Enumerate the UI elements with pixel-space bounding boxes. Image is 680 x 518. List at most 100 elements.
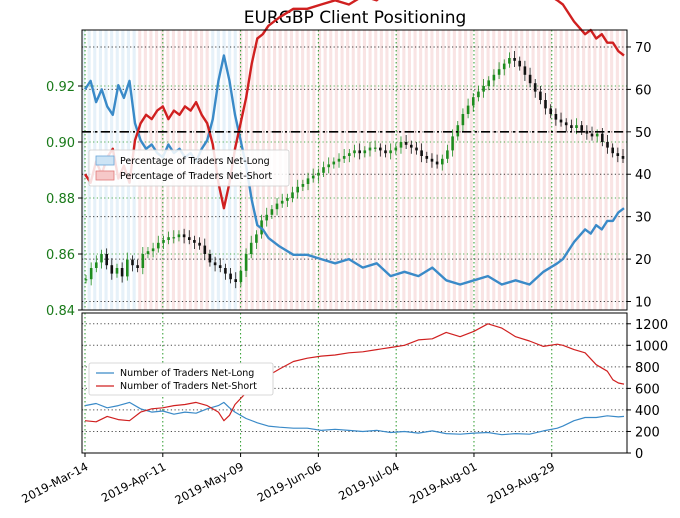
sentiment-band	[447, 30, 451, 310]
candle-body	[533, 83, 537, 92]
percent-tick-label: 20	[635, 253, 652, 268]
candle-body	[229, 273, 232, 280]
candle-body	[95, 262, 98, 268]
sentiment-band	[582, 30, 586, 310]
count-tick-label: 400	[635, 404, 660, 419]
sentiment-band	[615, 30, 619, 310]
legend-label-net-long-count: Number of Traders Net-Long	[120, 368, 254, 379]
sentiment-band	[391, 30, 395, 310]
candle-body	[146, 251, 150, 254]
sentiment-band	[441, 30, 445, 310]
candle-body	[162, 240, 165, 243]
percent-tick-label: 40	[635, 168, 652, 183]
candle-body	[353, 150, 356, 154]
sentiment-band	[374, 30, 378, 310]
candle-body	[234, 279, 237, 282]
candle-body	[570, 125, 573, 128]
price-candles	[84, 51, 625, 289]
sentiment-band	[306, 30, 310, 310]
sentiment-band	[396, 30, 400, 310]
sentiment-band	[329, 30, 333, 310]
sentiment-band	[598, 30, 602, 310]
sentiment-band	[559, 30, 563, 310]
date-axis-ticks: 2019-Mar-14 2019-Apr-11 2019-May-09 2019-Ju…	[19, 453, 557, 507]
candle-body	[497, 69, 501, 75]
candle-body	[280, 200, 284, 204]
sentiment-band	[464, 30, 468, 310]
candle-body	[399, 142, 403, 148]
sentiment-band	[537, 30, 541, 310]
sentiment-band	[475, 30, 479, 310]
candle-body	[368, 147, 372, 151]
legend-label-net-short-count: Number of Traders Net-Short	[120, 381, 257, 392]
price-tick-label: 0.88	[46, 192, 75, 207]
bottom-panel: 0 200 400 600 800 1000 1200 Number of Traders …	[81, 312, 668, 462]
candle-body	[446, 150, 449, 159]
candle-body	[244, 254, 248, 271]
candle-body	[286, 198, 289, 201]
sentiment-band	[621, 30, 625, 310]
candle-body	[461, 114, 465, 126]
count-tick-label: 1000	[635, 339, 668, 354]
sentiment-band	[413, 30, 417, 310]
net-short-percentage-line	[83, 0, 625, 210]
candle-body	[539, 91, 542, 100]
top-legend: Percentage of Traders Net-Long Percentag…	[88, 149, 290, 187]
sentiment-band	[469, 30, 473, 310]
candle-body	[275, 203, 279, 210]
candle-body	[218, 265, 222, 268]
percent-tick-label: 30	[635, 211, 652, 226]
candle-body	[611, 147, 614, 154]
candle-body	[518, 60, 521, 67]
sentiment-band	[334, 30, 338, 310]
date-tick-label: 2019-Apr-11	[99, 459, 168, 505]
sentiment-band	[509, 30, 513, 310]
candle-body	[575, 125, 578, 128]
sentiment-band	[587, 30, 591, 310]
candle-body	[136, 265, 139, 268]
sentiment-band	[548, 30, 552, 310]
legend-label-net-short-pct: Percentage of Traders Net-Short	[120, 171, 272, 182]
sentiment-band	[554, 30, 558, 310]
date-tick-label: 2019-Aug-29	[485, 459, 557, 506]
candle-body	[513, 58, 516, 61]
candle-body	[317, 172, 320, 176]
sentiment-band	[604, 30, 608, 310]
candle-body	[213, 262, 217, 266]
count-axis-ticks: 0 200 400 600 800 1000 1200	[627, 318, 668, 462]
candle-body	[296, 186, 299, 193]
candle-body	[425, 156, 429, 159]
candle-body	[120, 268, 124, 277]
candle-body	[420, 150, 423, 156]
percent-tick-label: 60	[635, 83, 652, 98]
count-lines	[84, 323, 625, 436]
price-tick-label: 0.90	[46, 136, 75, 151]
net-long-count-line	[84, 401, 625, 436]
candle-body	[585, 130, 589, 134]
sentiment-band	[82, 30, 86, 310]
legend-swatch-net-short-pct	[95, 170, 115, 181]
candle-body	[203, 245, 207, 254]
candle-body	[141, 254, 145, 268]
legend-label-net-long-pct: Percentage of Traders Net-Long	[120, 156, 270, 167]
candle-body	[172, 237, 176, 239]
candle-body	[410, 144, 413, 148]
percentage-lines	[83, 0, 625, 286]
candle-body	[554, 114, 558, 120]
candle-body	[110, 265, 114, 274]
sentiment-band	[351, 30, 355, 310]
candle-body	[492, 74, 496, 81]
candle-body	[456, 125, 460, 137]
candle-body	[348, 153, 351, 156]
sentiment-band	[452, 30, 456, 310]
count-tick-label: 0	[635, 447, 643, 462]
candle-body	[177, 234, 181, 238]
candle-body	[564, 122, 568, 126]
bottom-legend-box	[88, 362, 274, 396]
candle-body	[384, 150, 387, 154]
sentiment-band	[419, 30, 423, 310]
sentiment-band	[492, 30, 496, 310]
sentiment-band	[430, 30, 434, 310]
candle-body	[239, 270, 243, 282]
candle-body	[198, 242, 201, 246]
